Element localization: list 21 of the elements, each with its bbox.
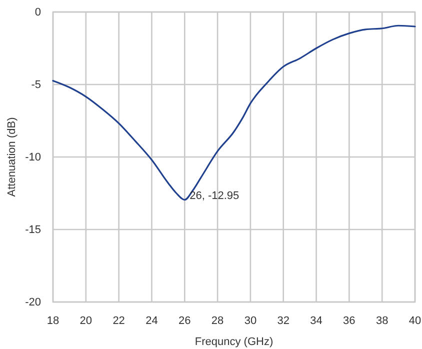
- x-tick-label: 26: [178, 314, 191, 327]
- y-tick-label: -5: [31, 79, 41, 92]
- x-tick-label: 40: [408, 314, 422, 327]
- x-tick-label: 28: [211, 314, 224, 327]
- x-tick-label: 18: [46, 314, 60, 327]
- x-tick-label: 36: [343, 314, 356, 327]
- y-tick-label: 0: [34, 6, 41, 19]
- x-tick-label: 22: [112, 314, 125, 327]
- y-tick-label: -10: [25, 152, 41, 164]
- x-tick-label: 34: [310, 314, 322, 327]
- y-tick-label: -20: [25, 296, 41, 309]
- x-tick-label: 32: [277, 314, 290, 327]
- x-tick-label: 38: [376, 314, 388, 327]
- y-axis-title: Attenuation (dB): [6, 117, 18, 197]
- x-tick-label: 20: [80, 314, 92, 327]
- line-series: [52, 24, 416, 201]
- x-tick-label: 24: [146, 314, 158, 327]
- y-tick-label: -15: [25, 224, 41, 236]
- x-tick-label: 30: [244, 314, 257, 327]
- annotation: 26, -12.95: [190, 190, 240, 202]
- x-axis-title: Frequncy (GHz): [194, 336, 274, 348]
